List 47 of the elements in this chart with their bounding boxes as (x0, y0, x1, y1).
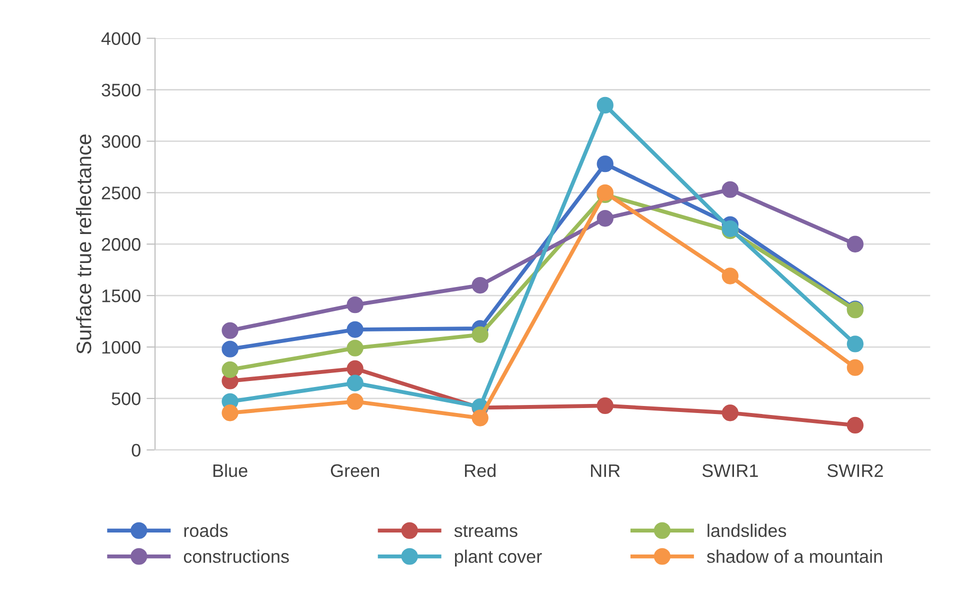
y-tick-label: 1000 (102, 340, 140, 354)
x-tick-label: NIR (591, 464, 620, 477)
point (472, 410, 488, 426)
point (346, 393, 364, 410)
point (346, 296, 364, 314)
y-tick-label: 3500 (102, 84, 140, 96)
legend-label: landslides (708, 524, 786, 538)
point (722, 404, 738, 422)
point (222, 361, 238, 378)
legend-label: streams (454, 525, 518, 538)
point (596, 210, 614, 227)
legend-label: plant cover (454, 550, 542, 566)
point (346, 340, 364, 356)
y-tick-label: 500 (112, 392, 140, 406)
y-tick-label: 0 (132, 444, 140, 457)
y-tick-label: 4000 (101, 32, 140, 46)
point (846, 416, 864, 434)
point (596, 96, 614, 114)
y-tick-label: 2500 (102, 186, 140, 200)
point (722, 181, 738, 198)
point (346, 360, 364, 377)
point (722, 268, 738, 284)
point (846, 236, 864, 252)
point (346, 321, 364, 338)
point (596, 156, 614, 172)
point (222, 404, 238, 422)
x-tick-label: SWIR2 (827, 464, 883, 478)
y-tick-label: 3000 (102, 135, 140, 148)
y-tick-label: 1500 (102, 290, 140, 302)
legend-label: roads (184, 524, 228, 538)
y-tick-label: 2000 (102, 238, 140, 251)
point (222, 322, 238, 339)
point (472, 276, 488, 294)
point (596, 397, 614, 414)
x-tick-label: Red (465, 464, 496, 478)
x-tick-label: Blue (213, 464, 248, 478)
legend-label: constructions (184, 550, 289, 563)
point (346, 374, 364, 392)
x-tick-label: Green (330, 464, 379, 478)
point (846, 359, 864, 376)
point (846, 336, 864, 352)
point (472, 326, 488, 343)
point (596, 184, 614, 201)
x-tick-label: SWIR1 (702, 464, 758, 478)
y-axis-title: Surface true reflectance (76, 134, 92, 354)
legend-label: shadow of a mountain (706, 550, 882, 563)
point (222, 340, 238, 358)
